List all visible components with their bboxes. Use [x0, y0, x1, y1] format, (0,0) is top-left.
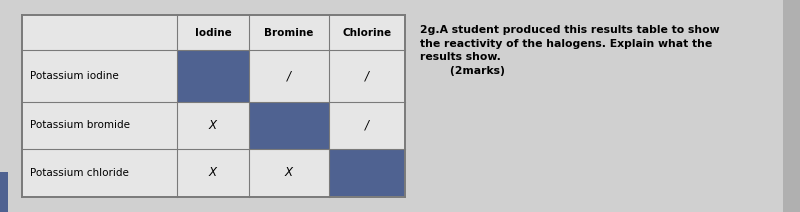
Bar: [329, 149, 405, 196]
Text: Potassium bromide: Potassium bromide: [30, 120, 130, 131]
Text: Bromine: Bromine: [264, 28, 314, 38]
Bar: [783, 0, 800, 212]
Bar: [177, 50, 249, 102]
Text: /: /: [287, 70, 291, 82]
Text: X: X: [209, 166, 217, 179]
Text: /: /: [365, 119, 369, 132]
Text: Iodine: Iodine: [194, 28, 231, 38]
Text: X: X: [285, 166, 293, 179]
Bar: [22, 16, 405, 197]
Text: /: /: [365, 70, 369, 82]
Text: X: X: [209, 119, 217, 132]
Text: Potassium chloride: Potassium chloride: [30, 167, 129, 177]
Text: Chlorine: Chlorine: [342, 28, 391, 38]
Bar: [249, 102, 329, 149]
Text: Potassium iodine: Potassium iodine: [30, 71, 118, 81]
Bar: [0, 172, 8, 212]
Text: 2g.A student produced this results table to show
the reactivity of the halogens.: 2g.A student produced this results table…: [420, 25, 720, 76]
